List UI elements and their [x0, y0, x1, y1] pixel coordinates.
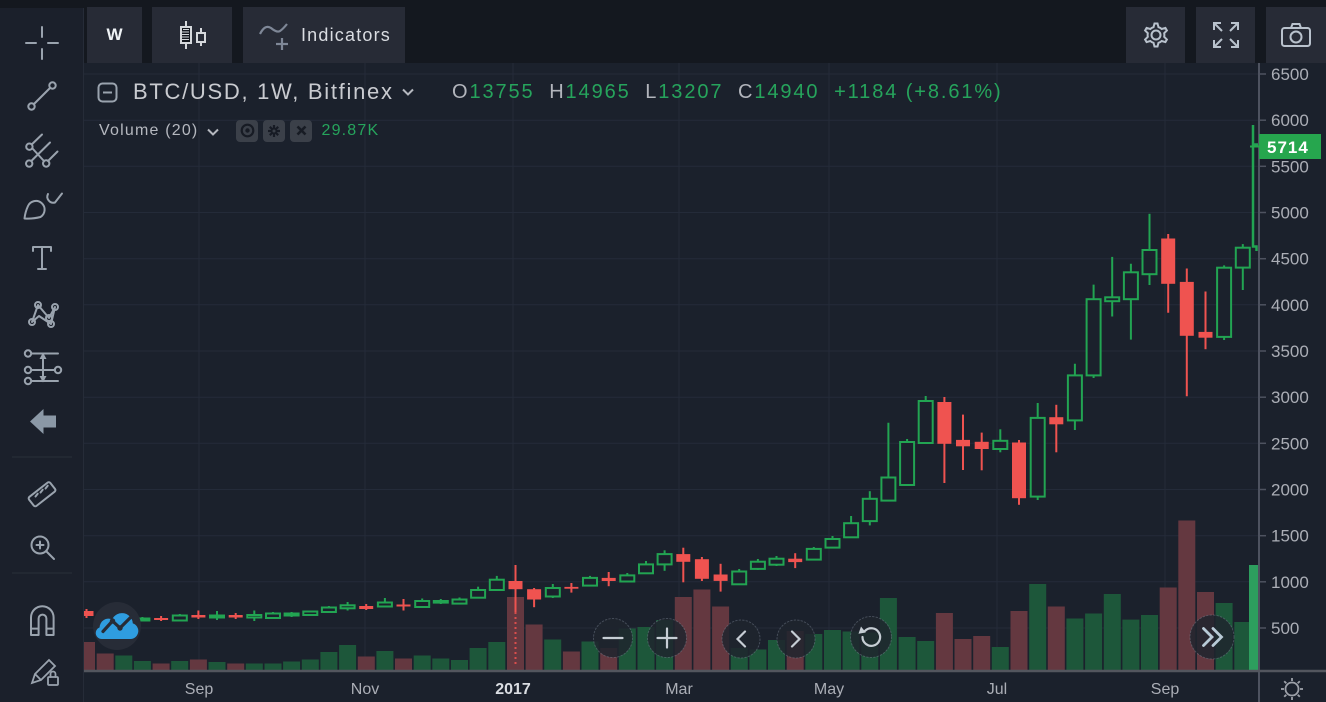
- svg-text:1500: 1500: [1271, 527, 1309, 546]
- svg-text:2000: 2000: [1271, 481, 1309, 500]
- svg-text:May: May: [814, 681, 844, 698]
- svg-text:5714: 5714: [1267, 138, 1309, 157]
- svg-text:Jul: Jul: [987, 681, 1007, 698]
- svg-text:Mar: Mar: [665, 681, 693, 698]
- svg-text:2500: 2500: [1271, 434, 1309, 453]
- svg-text:Sep: Sep: [1151, 681, 1180, 698]
- svg-text:5500: 5500: [1271, 157, 1309, 176]
- svg-text:4500: 4500: [1271, 250, 1309, 269]
- svg-text:2017: 2017: [495, 681, 531, 698]
- svg-text:Nov: Nov: [351, 681, 379, 698]
- svg-text:5000: 5000: [1271, 204, 1309, 223]
- svg-text:1000: 1000: [1271, 573, 1309, 592]
- svg-text:4000: 4000: [1271, 296, 1309, 315]
- svg-text:6500: 6500: [1271, 65, 1309, 84]
- svg-text:500: 500: [1271, 619, 1299, 638]
- svg-text:3000: 3000: [1271, 388, 1309, 407]
- svg-text:3500: 3500: [1271, 342, 1309, 361]
- svg-text:6000: 6000: [1271, 111, 1309, 130]
- svg-text:Sep: Sep: [185, 681, 214, 698]
